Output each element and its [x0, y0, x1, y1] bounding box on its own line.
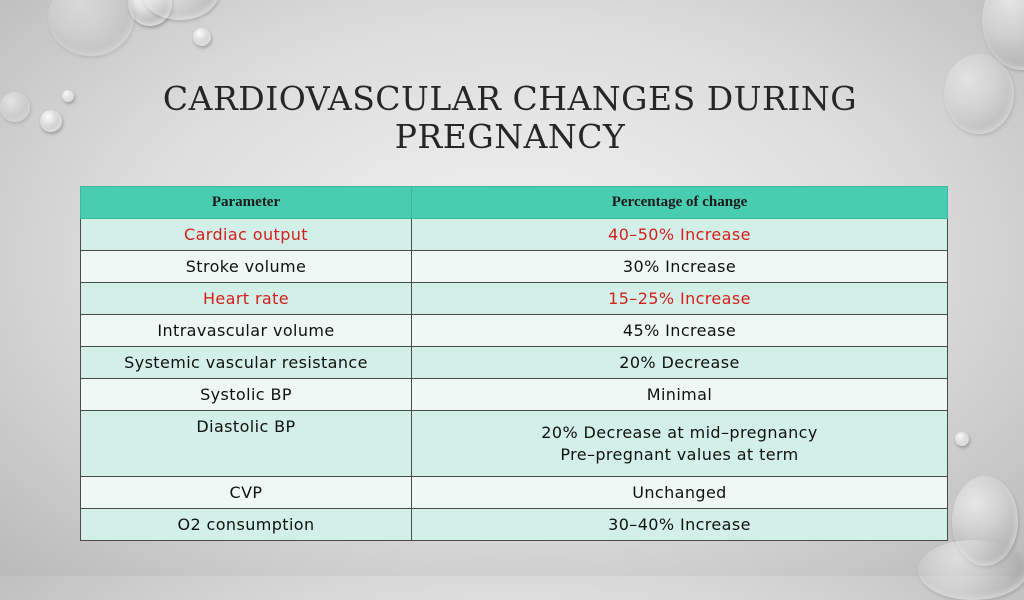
water-drop-decoration — [140, 0, 220, 20]
parameter-cell: Intravascular volume — [80, 314, 412, 347]
slide-title-line-2: PREGNANCY — [394, 117, 626, 156]
cardiovascular-changes-table: Parameter Percentage of change Cardiac o… — [80, 186, 948, 541]
change-cell: 15–25% Increase — [411, 282, 948, 315]
slide-title-line-1: CARDIOVASCULAR CHANGES DURING — [162, 79, 858, 118]
table-row: Heart rate 15–25% Increase — [80, 282, 948, 315]
slide-title: CARDIOVASCULAR CHANGES DURING PREGNANCY — [110, 80, 910, 156]
table-row: O2 consumption 30–40% Increase — [80, 508, 948, 541]
parameter-cell: Diastolic BP — [80, 410, 412, 477]
table-header-row: Parameter Percentage of change — [80, 186, 948, 219]
water-drop-decoration — [944, 54, 1014, 134]
change-cell: 45% Increase — [411, 314, 948, 347]
table-row: CVP Unchanged — [80, 476, 948, 509]
water-drop-decoration — [40, 110, 62, 132]
change-cell: 20% Decrease — [411, 346, 948, 379]
change-cell: 30% Increase — [411, 250, 948, 283]
parameter-cell: Systemic vascular resistance — [80, 346, 412, 379]
water-drop-decoration — [0, 92, 30, 122]
column-header-percentage-change: Percentage of change — [411, 186, 948, 219]
table-row: Systolic BP Minimal — [80, 378, 948, 411]
table-row: Systemic vascular resistance 20% Decreas… — [80, 346, 948, 379]
change-cell-line-1: 20% Decrease at mid–pregnancy — [541, 422, 818, 442]
water-drop-decoration — [955, 432, 969, 446]
parameter-cell: Stroke volume — [80, 250, 412, 283]
parameter-cell: CVP — [80, 476, 412, 509]
table-row: Stroke volume 30% Increase — [80, 250, 948, 283]
table-row: Cardiac output 40–50% Increase — [80, 218, 948, 251]
change-cell: Unchanged — [411, 476, 948, 509]
column-header-parameter: Parameter — [80, 186, 412, 219]
water-drop-decoration — [918, 540, 1024, 600]
water-drop-decoration — [193, 28, 211, 46]
parameter-cell: Systolic BP — [80, 378, 412, 411]
change-cell: 30–40% Increase — [411, 508, 948, 541]
change-cell: Minimal — [411, 378, 948, 411]
change-cell: 40–50% Increase — [411, 218, 948, 251]
water-drop-decoration — [62, 90, 74, 102]
parameter-cell: Heart rate — [80, 282, 412, 315]
parameter-cell: O2 consumption — [80, 508, 412, 541]
change-cell: 20% Decrease at mid–pregnancy Pre–pregna… — [411, 410, 948, 477]
water-drop-decoration — [952, 476, 1018, 566]
table-row: Intravascular volume 45% Increase — [80, 314, 948, 347]
table-row: Diastolic BP 20% Decrease at mid–pregnan… — [80, 410, 948, 477]
parameter-cell: Cardiac output — [80, 218, 412, 251]
water-drop-decoration — [48, 0, 134, 56]
change-cell-line-2: Pre–pregnant values at term — [560, 444, 799, 464]
